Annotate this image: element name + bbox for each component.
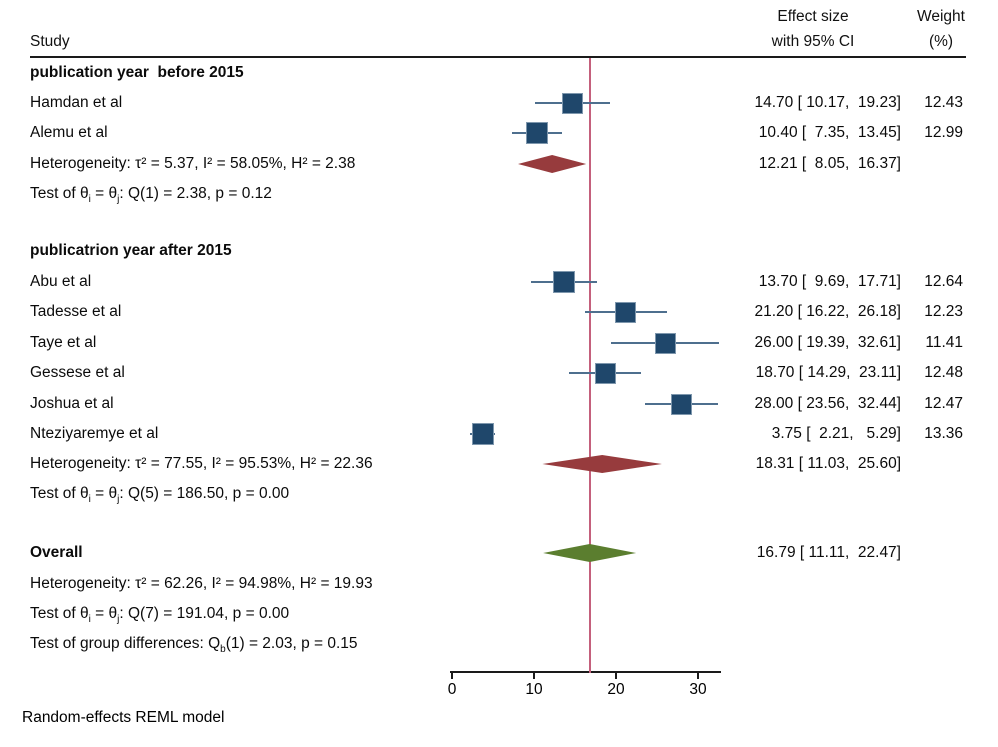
effect-size-column-header: Effect size with 95% CI xyxy=(723,4,903,54)
weight-header-line2: (%) xyxy=(928,33,954,50)
weight-value: 12.43 xyxy=(924,94,963,111)
model-note: Random-effects REML model xyxy=(22,709,225,726)
effect-size-value: 13.70 [ 9.69, 17.71] xyxy=(758,273,901,290)
row-label-study: Hamdan et al xyxy=(30,94,123,111)
x-axis-tick-label: 0 xyxy=(447,681,457,698)
row-label-study: Nteziyaremye et al xyxy=(30,425,159,442)
row-label-study: Abu et al xyxy=(30,273,92,290)
effect-square-marker xyxy=(554,272,575,292)
effect-square-marker xyxy=(616,302,636,322)
row-label-group: publication year before 2015 xyxy=(30,64,244,81)
effect-size-value: 28.00 [ 23.56, 32.44] xyxy=(754,395,901,412)
effect-size-value: 10.40 [ 7.35, 13.45] xyxy=(758,124,901,141)
x-axis-tick xyxy=(451,673,453,679)
weight-value: 12.64 xyxy=(924,273,963,290)
effect-size-value: 14.70 [ 10.17, 19.23] xyxy=(754,94,901,111)
effect-size-value: 18.31 [ 11.03, 25.60] xyxy=(755,455,901,472)
row-label-summary: Heterogeneity: τ² = 5.37, I² = 58.05%, H… xyxy=(30,155,356,172)
row-label-study: Joshua et al xyxy=(30,395,114,412)
effect-square-marker xyxy=(655,333,675,353)
effect-size-value: 21.20 [ 16.22, 26.18] xyxy=(754,303,901,320)
study-column-header: Study xyxy=(30,33,70,50)
row-label-stat: Test of θi = θj: Q(7) = 191.04, p = 0.00 xyxy=(30,605,290,625)
row-label-study: Tadesse et al xyxy=(30,303,122,320)
subscript: i xyxy=(88,614,91,625)
effect-size-value: 3.75 [ 2.21, 5.29] xyxy=(767,425,901,442)
subscript: j xyxy=(117,614,120,625)
x-axis-line xyxy=(450,671,721,673)
weight-value: 11.41 xyxy=(925,334,963,351)
x-axis-tick xyxy=(697,673,699,679)
subscript: j xyxy=(117,194,120,205)
effect-square-marker xyxy=(472,424,493,444)
row-label-stat: Test of θi = θj: Q(5) = 186.50, p = 0.00 xyxy=(30,485,290,505)
row-label-stat: Test of group differences: Qb(1) = 2.03,… xyxy=(30,635,358,655)
overall-reference-line xyxy=(588,58,591,673)
header-divider-line xyxy=(30,56,966,58)
weight-column-header: Weight (%) xyxy=(908,4,974,54)
weight-value: 13.36 xyxy=(924,425,963,442)
weight-value: 12.47 xyxy=(924,395,963,412)
subscript: j xyxy=(117,494,120,505)
x-axis-tick-label: 20 xyxy=(607,681,625,698)
x-axis-tick-label: 10 xyxy=(525,681,543,698)
effect-square-marker xyxy=(563,93,583,113)
x-axis-tick xyxy=(615,673,617,679)
effect-square-marker xyxy=(672,394,692,414)
subgroup-diamond-marker xyxy=(518,155,587,173)
effect-size-value: 26.00 [ 19.39, 32.61] xyxy=(754,334,901,351)
weight-header-line1: Weight xyxy=(917,8,965,25)
effect-square-marker xyxy=(595,363,615,383)
row-label-stat: Test of θi = θj: Q(1) = 2.38, p = 0.12 xyxy=(30,185,272,205)
effect-size-value: 12.21 [ 8.05, 16.37] xyxy=(758,155,901,172)
subscript: b xyxy=(220,644,226,655)
x-axis-tick-label: 30 xyxy=(689,681,707,698)
row-label-study: Taye et al xyxy=(30,334,97,351)
row-label-study: Gessese et al xyxy=(30,364,125,381)
row-label-study: Alemu et al xyxy=(30,124,108,141)
row-label-summary: Heterogeneity: τ² = 77.55, I² = 95.53%, … xyxy=(30,455,373,472)
subscript: i xyxy=(88,194,91,205)
row-label-group: publicatrion year after 2015 xyxy=(30,242,232,259)
effect-size-header-line2: with 95% CI xyxy=(771,33,855,50)
subgroup-diamond-marker xyxy=(542,455,662,473)
row-label-overall: Overall xyxy=(30,544,83,561)
weight-value: 12.99 xyxy=(924,124,963,141)
effect-square-marker xyxy=(527,123,548,143)
row-label-stat: Heterogeneity: τ² = 62.26, I² = 94.98%, … xyxy=(30,575,373,592)
effect-size-value: 18.70 [ 14.29, 23.11] xyxy=(755,364,901,381)
effect-size-header-line1: Effect size xyxy=(777,8,849,25)
overall-diamond-marker xyxy=(543,544,637,562)
weight-value: 12.23 xyxy=(924,303,963,320)
x-axis-tick xyxy=(533,673,535,679)
effect-size-value: 16.79 [ 11.11, 22.47] xyxy=(756,544,901,561)
subscript: i xyxy=(88,494,91,505)
weight-value: 12.48 xyxy=(924,364,963,381)
